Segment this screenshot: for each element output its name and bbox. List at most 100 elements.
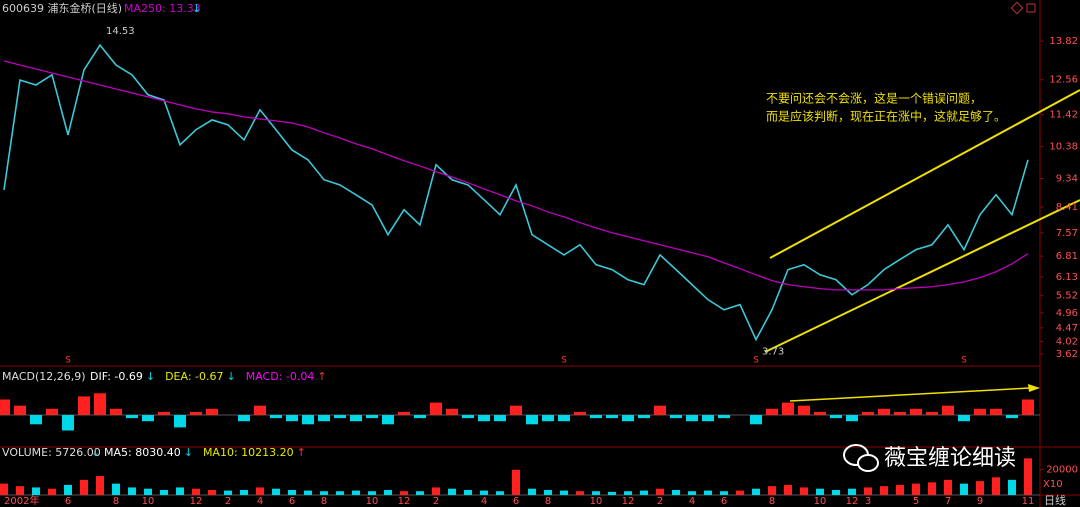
bar: [96, 476, 104, 495]
series-line: [3, 43, 1029, 342]
bar: [606, 415, 618, 419]
bar: [960, 483, 968, 495]
bar: [496, 491, 504, 495]
bar: [64, 484, 72, 495]
bar: [382, 415, 394, 425]
unit-label: X10: [1043, 479, 1063, 490]
legend-entry: MA250: 13.33: [124, 2, 201, 15]
bar: [0, 483, 8, 495]
x-tick-label: 4: [257, 496, 263, 507]
period-label: 日线: [1044, 493, 1066, 507]
bar: [160, 489, 168, 495]
annotation: 14.53: [106, 26, 135, 37]
bar: [912, 483, 920, 495]
y-tick-label: 4.47: [1056, 323, 1078, 334]
trend-arrow: ↑: [317, 370, 326, 383]
x-tick-label: 6: [65, 496, 71, 507]
x-tick-label: 10: [814, 496, 827, 507]
bar: [254, 405, 266, 415]
trend-line: [764, 199, 1080, 353]
bar: [1024, 458, 1032, 495]
y-tick-label: 4.96: [1056, 308, 1078, 319]
bar: [366, 415, 378, 419]
x-tick-label: 2: [433, 496, 439, 507]
x-tick-label: 12: [622, 496, 635, 507]
bar: [1008, 479, 1016, 495]
bar: [368, 491, 376, 495]
bar: [544, 489, 552, 495]
bar: [16, 486, 24, 495]
bar: [718, 415, 730, 419]
bar: [272, 488, 280, 495]
indicator-label: MACD: -0.04: [246, 370, 315, 383]
x-tick-label: 12: [398, 496, 411, 507]
bar: [656, 488, 664, 495]
x-tick-label: 8: [113, 496, 119, 507]
icon: [1026, 3, 1036, 13]
bar: [894, 411, 906, 415]
indicator-label: DEA: -0.67: [165, 370, 223, 383]
trend-line: [789, 387, 1031, 402]
bar: [270, 415, 282, 419]
bar: [414, 415, 426, 419]
bar: [526, 415, 538, 425]
bar: [576, 491, 584, 495]
icon: [1010, 1, 1024, 15]
x-tick-label: 2: [225, 496, 231, 507]
bar: [176, 487, 184, 495]
bar: [784, 484, 792, 495]
bar: [688, 491, 696, 495]
bar: [336, 491, 344, 495]
x-tick-label: 12: [190, 496, 203, 507]
bar: [736, 490, 744, 495]
bar: [48, 488, 56, 495]
bar: [446, 408, 458, 415]
bar: [0, 399, 10, 415]
bar: [1006, 415, 1018, 419]
bar: [512, 469, 520, 495]
bar: [464, 489, 472, 495]
bar: [320, 491, 328, 495]
bar: [958, 415, 970, 422]
x-tick-label: 8: [321, 496, 327, 507]
y-tick-label: 11.42: [1049, 110, 1078, 121]
bar: [190, 411, 202, 415]
x-tick-label: 10: [590, 496, 603, 507]
bar: [350, 415, 362, 422]
bar: [830, 415, 842, 419]
y-tick-label: 3.62: [1056, 349, 1078, 360]
bar: [334, 415, 346, 419]
x-tick-label: 12: [846, 496, 859, 507]
bar: [798, 405, 810, 415]
bar: [208, 489, 216, 495]
bar: [126, 415, 138, 419]
bar: [304, 490, 312, 495]
watermark: 薇宝缠论细读: [884, 446, 1016, 471]
bar: [608, 491, 616, 495]
trend-line: [769, 89, 1080, 259]
bar: [910, 408, 922, 415]
bar: [128, 487, 136, 495]
bar: [142, 415, 154, 422]
bar: [46, 408, 58, 415]
bar: [14, 405, 26, 415]
x-tick-label: 8: [545, 496, 551, 507]
annotation: 而是应该判断，现在正在涨中，这就足够了。: [766, 109, 1006, 124]
bar: [990, 408, 1002, 415]
bar: [318, 415, 330, 422]
bar: [592, 491, 600, 495]
signal: S: [561, 356, 567, 366]
y-tick-label: 9.34: [1056, 174, 1078, 185]
bar: [862, 411, 874, 415]
bar: [158, 411, 170, 415]
bar: [494, 415, 506, 422]
y-tick-label: 20000: [1046, 465, 1078, 476]
bar: [686, 415, 698, 422]
x-tick-label: 3: [865, 496, 871, 507]
bar: [750, 415, 762, 425]
bar: [430, 402, 442, 415]
annotation: 3.73: [762, 347, 784, 358]
x-tick-label: 11: [1022, 496, 1035, 507]
panel-title: MACD(12,26,9): [2, 370, 86, 383]
bar: [976, 481, 984, 495]
